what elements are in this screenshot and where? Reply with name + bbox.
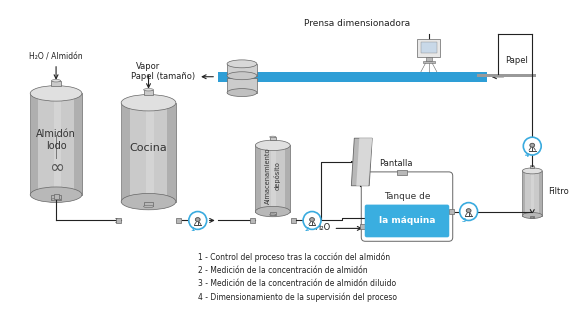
Text: Vapor: Vapor [137,62,161,71]
Bar [421,42,437,53]
Polygon shape [121,103,176,202]
Ellipse shape [227,89,257,97]
Ellipse shape [121,94,176,111]
Bar [270,211,276,215]
Ellipse shape [143,89,153,91]
Text: Filtro: Filtro [548,187,569,196]
Bar [270,137,276,140]
Text: Prensa dimensionadora: Prensa dimensionadora [304,19,410,28]
Polygon shape [227,78,257,93]
Ellipse shape [309,218,314,222]
Bar [476,74,536,77]
Text: Almacenamiento
depósito: Almacenamiento depósito [266,148,280,204]
Text: 4 - Dimensionamiento de la supervisión del proceso: 4 - Dimensionamiento de la supervisión d… [198,292,397,302]
Ellipse shape [467,209,470,212]
Text: 2: 2 [305,227,309,233]
Bar [218,72,487,82]
Bar [51,81,60,85]
Circle shape [303,211,321,229]
Bar [530,216,534,218]
Ellipse shape [530,165,534,166]
Ellipse shape [51,79,60,82]
Ellipse shape [522,212,542,219]
Ellipse shape [310,218,313,221]
Text: Papel (tamaño): Papel (tamaño) [131,72,195,81]
Polygon shape [30,93,82,195]
Polygon shape [522,171,542,216]
FancyBboxPatch shape [365,204,449,237]
Text: Tanque de: Tanque de [384,192,430,201]
Bar [51,195,60,200]
Polygon shape [146,103,154,202]
Text: 4: 4 [525,153,529,158]
Text: ∞: ∞ [48,159,63,177]
Ellipse shape [255,140,290,151]
Bar [176,218,181,223]
Polygon shape [351,138,372,186]
Bar [426,57,432,61]
Ellipse shape [530,144,534,146]
Ellipse shape [466,209,471,213]
Text: Cocina: Cocina [130,143,168,153]
Text: Papel: Papel [505,56,528,65]
Circle shape [524,137,541,155]
Text: Pantalla: Pantalla [379,160,412,168]
Text: 1: 1 [190,227,195,233]
Circle shape [460,203,478,220]
Bar [250,218,255,223]
Bar [530,166,534,168]
Polygon shape [74,93,82,195]
Text: H₂O / Almidón: H₂O / Almidón [29,53,83,62]
Bar [143,202,153,206]
Ellipse shape [195,218,200,222]
Polygon shape [271,145,276,211]
Bar [360,224,365,229]
Polygon shape [30,93,39,195]
Bar [449,209,454,214]
Polygon shape [357,138,372,186]
Text: Almidón
lodo: Almidón lodo [36,129,76,152]
Ellipse shape [30,187,82,203]
Bar [116,218,121,223]
Bar [143,90,153,94]
Ellipse shape [255,206,290,217]
Ellipse shape [51,198,60,201]
Circle shape [189,211,207,229]
Bar [291,218,295,223]
Ellipse shape [227,60,257,68]
Polygon shape [539,171,542,216]
Ellipse shape [143,205,153,208]
Ellipse shape [530,143,535,147]
Text: 1 - Control del proceso tras la cocción del almidón: 1 - Control del proceso tras la cocción … [198,252,391,262]
Text: 2 - Medición de la concentración de almidón: 2 - Medición de la concentración de almi… [198,266,368,275]
Ellipse shape [30,85,82,101]
Ellipse shape [270,136,276,138]
Polygon shape [285,145,290,211]
Text: la máquina: la máquina [379,216,435,225]
Polygon shape [167,103,176,202]
Polygon shape [54,93,61,195]
Polygon shape [522,171,525,216]
Ellipse shape [121,193,176,210]
FancyBboxPatch shape [361,172,453,241]
FancyBboxPatch shape [418,39,440,57]
Ellipse shape [270,214,276,216]
Bar [397,170,407,175]
Text: H₂O: H₂O [314,223,331,232]
Polygon shape [255,145,261,211]
Ellipse shape [196,218,199,221]
Polygon shape [227,64,257,76]
Polygon shape [121,103,130,202]
Bar [423,61,435,63]
Polygon shape [531,171,534,216]
Text: 3 - Medición de la concentración de almidón diluido: 3 - Medición de la concentración de almi… [198,279,396,288]
Ellipse shape [522,168,542,174]
Ellipse shape [227,72,257,80]
Text: 3: 3 [461,219,465,224]
Polygon shape [255,145,290,211]
Ellipse shape [530,217,534,218]
Bar [54,194,59,199]
